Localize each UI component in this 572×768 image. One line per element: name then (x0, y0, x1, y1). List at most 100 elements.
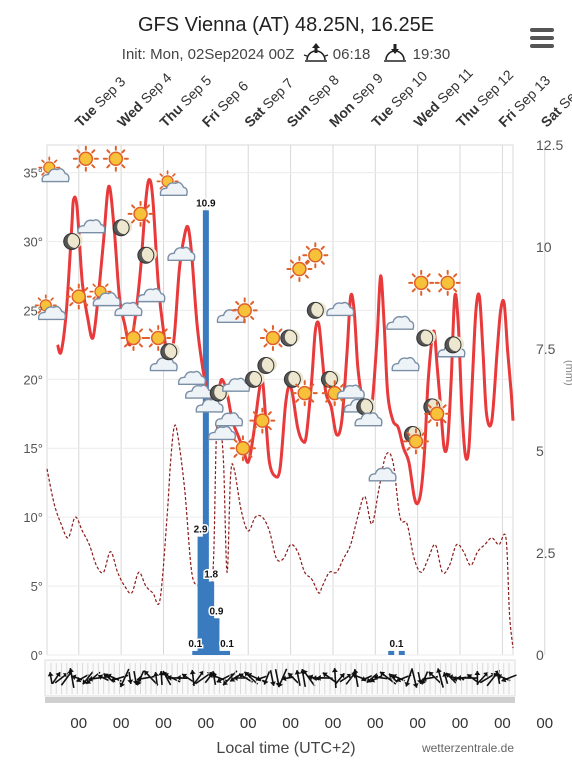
credit-text: wetterzentrale.de (421, 741, 514, 755)
y-left-tick-label: 5° (31, 579, 43, 594)
sun-cloud-icon (90, 281, 120, 305)
wind-arrow-head (501, 676, 507, 683)
temperature-line (56, 177, 515, 506)
wind-arrow-head (294, 670, 301, 675)
wind-arrow-head (199, 670, 204, 676)
wind-arrow-head (483, 672, 489, 678)
grid (46, 144, 546, 656)
wind-arrow-head (47, 672, 54, 677)
precip-bar (202, 210, 209, 655)
moon-icon (160, 342, 181, 361)
wind-arrow-head (316, 674, 321, 681)
day-label-date: Sep 9 (349, 70, 386, 107)
wind-arrow-head (412, 683, 419, 688)
wind-arrow-head (136, 680, 142, 686)
page-title: GFS Vienna (AT) 48.25N, 16.25E (137, 14, 435, 36)
moon-icon (320, 370, 341, 388)
sun-icon (72, 145, 99, 172)
moon-icon (137, 246, 158, 264)
precip-bar (197, 536, 204, 655)
wind-arrow-head (127, 679, 134, 684)
wind-arrow-head (189, 670, 196, 675)
wind-arrow-head (352, 669, 359, 674)
menu-icon[interactable] (530, 28, 554, 50)
wind-arrow-head (373, 674, 379, 681)
wind-arrow-head (106, 673, 112, 680)
wind-arrow-head (233, 675, 238, 682)
wind-arrow-head (428, 671, 434, 677)
wind-arrow-head (76, 676, 82, 683)
wind-arrow-head (474, 671, 481, 676)
day-label-date: Sep 11 (434, 65, 476, 107)
wind-arrow-head (176, 674, 181, 681)
wind-arrow-head (442, 672, 449, 677)
day-label-date: Sep 6 (214, 77, 251, 114)
y-left-tick-label: 25° (23, 303, 43, 318)
y-left-tick-label: 35° (23, 166, 43, 181)
y-right-tick-label: 12.5 (536, 137, 563, 153)
wind-strip-bg (44, 659, 516, 697)
wind-arrow-head (163, 673, 169, 679)
init-text: Init: Mon, 02Sep2024 00Z (121, 46, 295, 63)
sunset-time: 19:30 (412, 46, 451, 63)
cloud-icon (77, 219, 106, 234)
wind-arrow-head (331, 668, 338, 673)
wind-arrow-head (404, 681, 411, 687)
sun-cloud-icon (157, 171, 187, 195)
cloud-icon (207, 425, 237, 441)
init-line: Init: Mon, 02Sep2024 00Z 06:18 19:30 (0, 42, 572, 63)
y-right-tick-label: 2.5 (536, 545, 556, 561)
y-right-tick-label: 7.5 (536, 341, 556, 357)
wind-arrow-head (144, 670, 150, 676)
wind-arrow-head (322, 672, 328, 678)
cloud-icon (177, 370, 207, 386)
sun-cloud-icon (39, 157, 69, 181)
sun-icon (229, 435, 256, 462)
x-tick-label: 00 (282, 715, 299, 732)
cloud-icon (368, 467, 397, 482)
x-axis-title: Local time (UTC+2) (216, 740, 356, 757)
wind-arrow-head (230, 676, 236, 682)
precip-data-label: 0.9 (210, 606, 224, 617)
wind-arrow-head (392, 674, 397, 680)
moon-icon (280, 328, 301, 347)
wind-arrow-head (448, 674, 454, 681)
wind-arrow-head (119, 682, 125, 688)
wind-arrow-head (223, 680, 228, 686)
precip-data-label: 10.9 (196, 198, 216, 209)
wind-arrow-head (269, 681, 276, 686)
cloud-icon (149, 356, 178, 372)
wind-arrow-head (136, 675, 142, 682)
wind-arrow-head (68, 668, 74, 673)
x-tick-label: 00 (70, 715, 87, 732)
wind-arrow-head (497, 674, 503, 680)
x-tick-label: 00 (367, 715, 384, 732)
y-left-tick-label: 0° (31, 648, 43, 663)
wind-arrow-head (308, 674, 314, 681)
day-label-date: Sep 3 (91, 73, 128, 110)
cloud-icon (354, 412, 383, 427)
wind-arrow-head (255, 675, 261, 682)
y-left-tick-label: 15° (23, 441, 43, 456)
sun-icon (402, 428, 429, 455)
wind-arrow-head (452, 675, 458, 682)
sun-icon (249, 407, 276, 434)
wind-arrow-head (153, 672, 160, 677)
wind-arrow-head (216, 677, 222, 683)
moon-icon (283, 370, 304, 388)
precip-series: 0.1 2.9 10.9 1.8 0.9 0.1 0.1 (187, 197, 405, 655)
y-left-tick-label: 20° (23, 372, 43, 387)
sun-icon (127, 200, 154, 227)
precip-bar (388, 650, 395, 655)
precip-bar (398, 650, 405, 655)
day-label-date: Sep 7 (259, 75, 296, 112)
sun-icon (434, 269, 461, 296)
precip-data-label: 1.8 (204, 570, 218, 581)
day-label-date: Sep 8 (305, 71, 342, 108)
x-tick-label: 00 (240, 715, 257, 732)
precip-bar (208, 581, 215, 655)
wind-arrow-head (98, 674, 104, 680)
wind-arrow-head (446, 672, 452, 678)
wind-arrow-head (352, 673, 358, 679)
